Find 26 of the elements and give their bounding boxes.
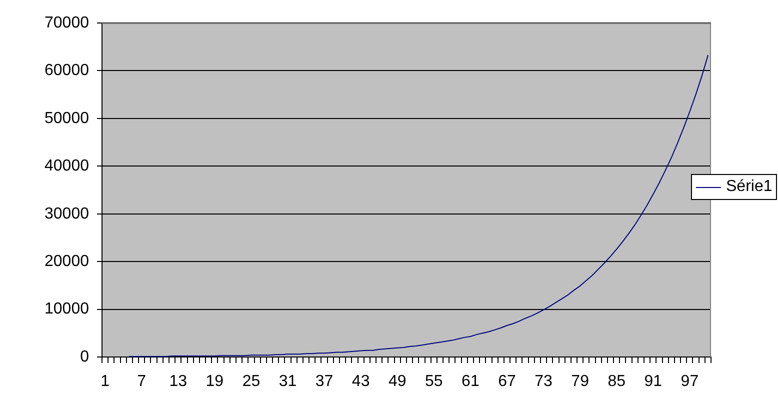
x-tick-label: 61 [462,373,480,390]
x-tick-label: 37 [315,373,334,390]
x-tick-label: 97 [680,373,699,390]
x-tick-label: 19 [206,373,224,390]
y-tick-label: 0 [80,348,90,366]
y-tick-label: 20000 [44,252,90,270]
x-tick-label: 43 [352,373,370,390]
x-tick-label: 31 [278,373,297,390]
x-tick-label: 13 [169,373,188,390]
x-tick-label: 73 [534,373,553,390]
y-tick-label: 10000 [44,300,90,318]
x-tick-label: 91 [644,373,662,390]
y-tick-label: 70000 [44,14,90,32]
x-tick-label: 85 [608,373,626,390]
legend-label: Série1 [726,178,772,196]
y-tick-label: 40000 [44,158,90,175]
y-tick-label: 60000 [44,62,90,80]
x-tick-label: 67 [498,373,516,390]
y-tick-label: 50000 [44,110,90,127]
x-tick-label: 79 [571,373,590,390]
x-tick-label: 7 [137,373,146,390]
x-tick-label: 25 [242,373,260,390]
y-tick-label: 30000 [44,205,90,222]
x-tick-label: 55 [425,373,443,390]
x-tick-label: 49 [388,373,406,390]
x-tick-label: 1 [100,373,110,390]
